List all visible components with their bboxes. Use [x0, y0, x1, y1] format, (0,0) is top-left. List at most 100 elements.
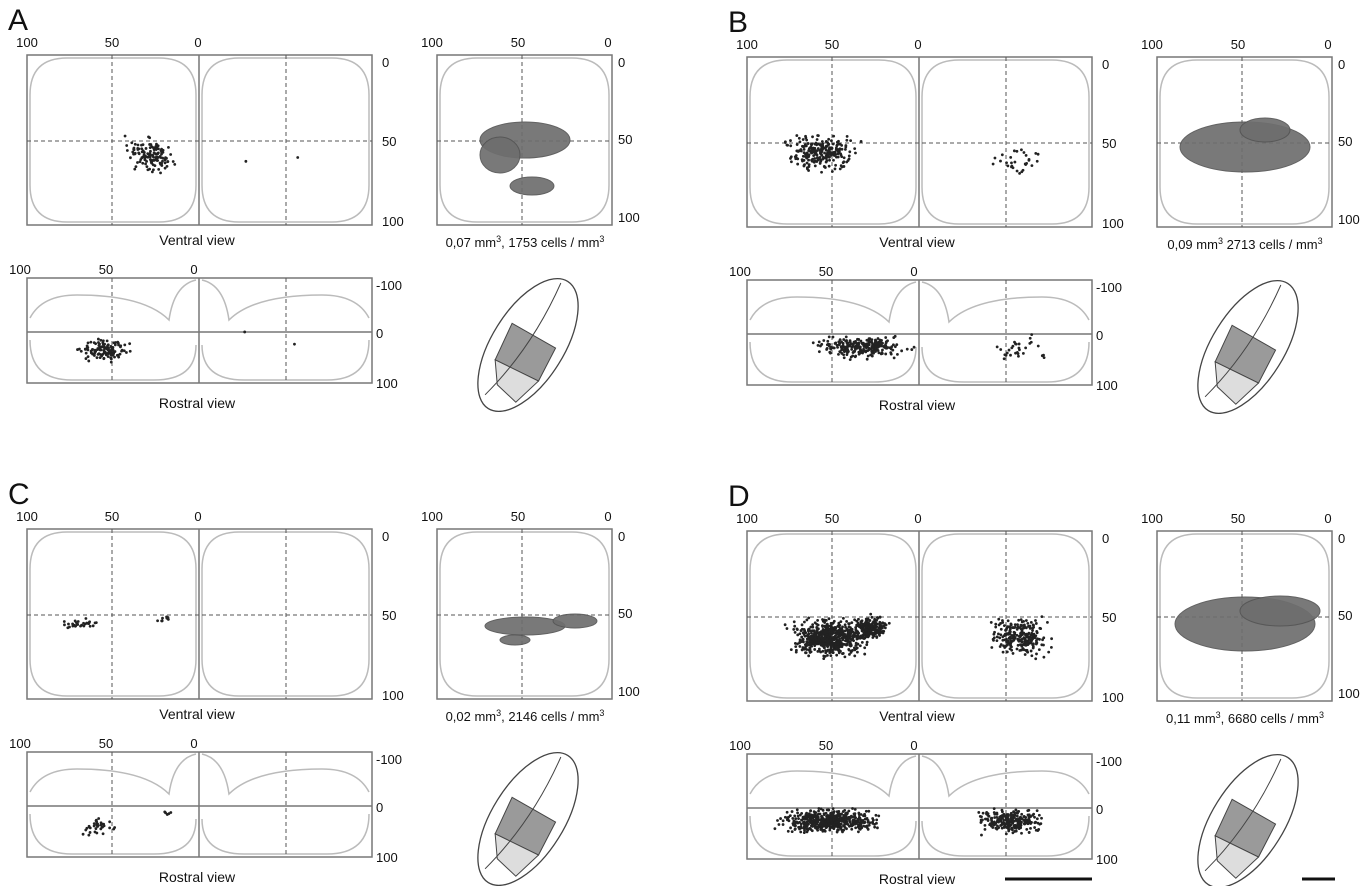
cell-dot: [820, 814, 824, 818]
cell-dot: [883, 344, 887, 347]
cell-dot: [781, 819, 785, 823]
cell-dot: [803, 828, 806, 832]
cell-dot: [791, 817, 795, 820]
cell-dot: [823, 654, 827, 658]
cell-dot: [843, 623, 847, 627]
cell-dot: [140, 147, 144, 151]
cell-dot: [816, 147, 820, 150]
cell-dot: [845, 827, 848, 831]
cell-dot: [99, 821, 103, 825]
cell-dot: [839, 164, 843, 168]
cell-dot: [132, 148, 136, 152]
cell-dot: [880, 621, 884, 625]
cell-dot: [102, 349, 106, 353]
cell-dot: [1013, 811, 1016, 815]
cell-dot: [863, 812, 866, 816]
cell-dot: [827, 137, 831, 141]
cell-dot: [798, 632, 802, 636]
schematic: [477, 751, 579, 887]
cell-dot: [817, 647, 821, 651]
cell-dot: [1001, 635, 1005, 639]
cell-dot: [1024, 153, 1028, 157]
volume-caption: 0,09 mm3 2713 cells / mm3: [1167, 236, 1322, 252]
cell-dot: [99, 348, 103, 352]
outline: [921, 533, 1090, 699]
cell-dot: [856, 346, 859, 350]
cell-dot: [869, 347, 873, 351]
cell-dot: [862, 821, 865, 824]
cell-dot: [853, 618, 857, 622]
cell-dot: [1019, 623, 1023, 627]
cell-dot: [875, 630, 879, 634]
cell-dot: [829, 627, 833, 631]
cell-dot: [850, 621, 854, 625]
right-tick: 50: [618, 132, 632, 147]
cell-dot: [837, 645, 841, 648]
cell-dot: [833, 824, 837, 828]
cell-dot: [838, 634, 842, 638]
cell-dot: [978, 815, 982, 818]
cell-dot: [1025, 161, 1029, 165]
cell-dot: [794, 817, 798, 821]
cell-dot: [1022, 814, 1026, 818]
cell-dot: [800, 635, 804, 639]
cell-dot: [1016, 623, 1019, 627]
cell-dot: [1028, 625, 1032, 628]
cell-dot: [880, 631, 883, 634]
cell-dot: [97, 817, 101, 820]
cell-dot: [857, 830, 860, 834]
cell-dot: [795, 627, 799, 631]
cell-dot: [802, 151, 806, 155]
cell-dot: [136, 146, 140, 150]
cell-dot: [822, 636, 826, 640]
cell-dot: [794, 645, 798, 649]
cell-dot: [125, 144, 129, 147]
cell-dot: [1037, 828, 1041, 831]
cell-dot: [833, 167, 837, 171]
cell-dot: [828, 158, 831, 162]
cell-dot: [822, 165, 826, 169]
cell-dot: [793, 823, 796, 827]
cell-dot: [789, 155, 793, 159]
cell-dot: [833, 815, 837, 819]
cell-dot: [165, 616, 169, 620]
cell-dot: [892, 336, 896, 339]
cell-dot: [821, 649, 825, 653]
cell-dot: [1009, 816, 1013, 820]
cell-dot: [822, 657, 826, 661]
cell-dot: [814, 811, 818, 815]
cell-dot: [102, 356, 106, 360]
cell-dot: [841, 816, 845, 820]
caption-part: , 1753 cells / mm: [501, 235, 599, 250]
cell-dot: [810, 636, 814, 640]
cell-dot: [841, 344, 845, 347]
cell-dot: [838, 812, 841, 816]
cell-dot: [800, 811, 804, 815]
cell-dot: [1016, 823, 1019, 827]
cell-dot: [814, 826, 818, 830]
cell-dot: [863, 825, 867, 828]
volume-box: [436, 54, 613, 226]
cell-dot: [825, 637, 829, 641]
cell-dot: [860, 640, 864, 644]
cell-dot: [841, 616, 845, 620]
cell-dot: [1019, 631, 1022, 635]
cell-dot: [848, 150, 852, 154]
cell-dot: [815, 640, 819, 644]
cell-dot: [1007, 829, 1011, 833]
cell-dot: [822, 646, 826, 649]
cell-dot: [826, 814, 829, 818]
cell-dot: [867, 342, 870, 345]
cell-dot: [837, 352, 840, 356]
right-tick: 100: [1102, 690, 1124, 705]
cell-dot: [137, 151, 141, 155]
cell-dot: [805, 817, 809, 821]
cell-dot: [817, 142, 820, 146]
cell-dot: [1030, 333, 1034, 337]
cell-dot: [792, 628, 796, 631]
cell-dot: [999, 627, 1003, 631]
cell-dot: [122, 349, 126, 353]
cell-dot: [142, 153, 146, 157]
cell-dot: [837, 142, 841, 146]
